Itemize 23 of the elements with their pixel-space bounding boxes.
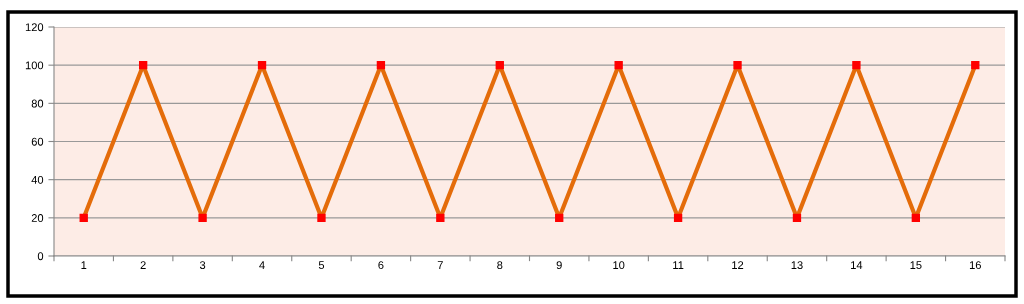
x-tick-label: 14 [851,261,863,269]
x-tick-label: 1 [81,261,87,269]
x-tick-label: 12 [732,261,744,269]
x-tick-label: 16 [969,261,981,270]
y-tick-label: 100 [25,61,44,70]
y-tick-label: 0 [37,252,44,261]
x-tick-label: 15 [910,261,922,270]
y-tick-label: 40 [31,175,44,184]
x-tick-label: 9 [556,261,562,270]
x-tick-label: 4 [259,261,265,269]
x-tick-label: 6 [378,261,384,270]
y-tick-label: 80 [31,99,44,108]
y-tick-label: 20 [31,214,44,222]
x-tick-label: 10 [613,261,625,270]
x-tick-label: 11 [673,261,684,269]
x-tick-label: 3 [199,261,206,270]
x-tick-label: 5 [318,261,325,270]
x-tick-label: 7 [437,261,443,269]
x-tick-label: 2 [140,261,146,269]
y-tick-label: 120 [25,23,44,32]
x-tick-label: 13 [791,261,803,270]
y-tick-label: 60 [31,137,44,146]
x-tick-label: 8 [497,261,503,270]
